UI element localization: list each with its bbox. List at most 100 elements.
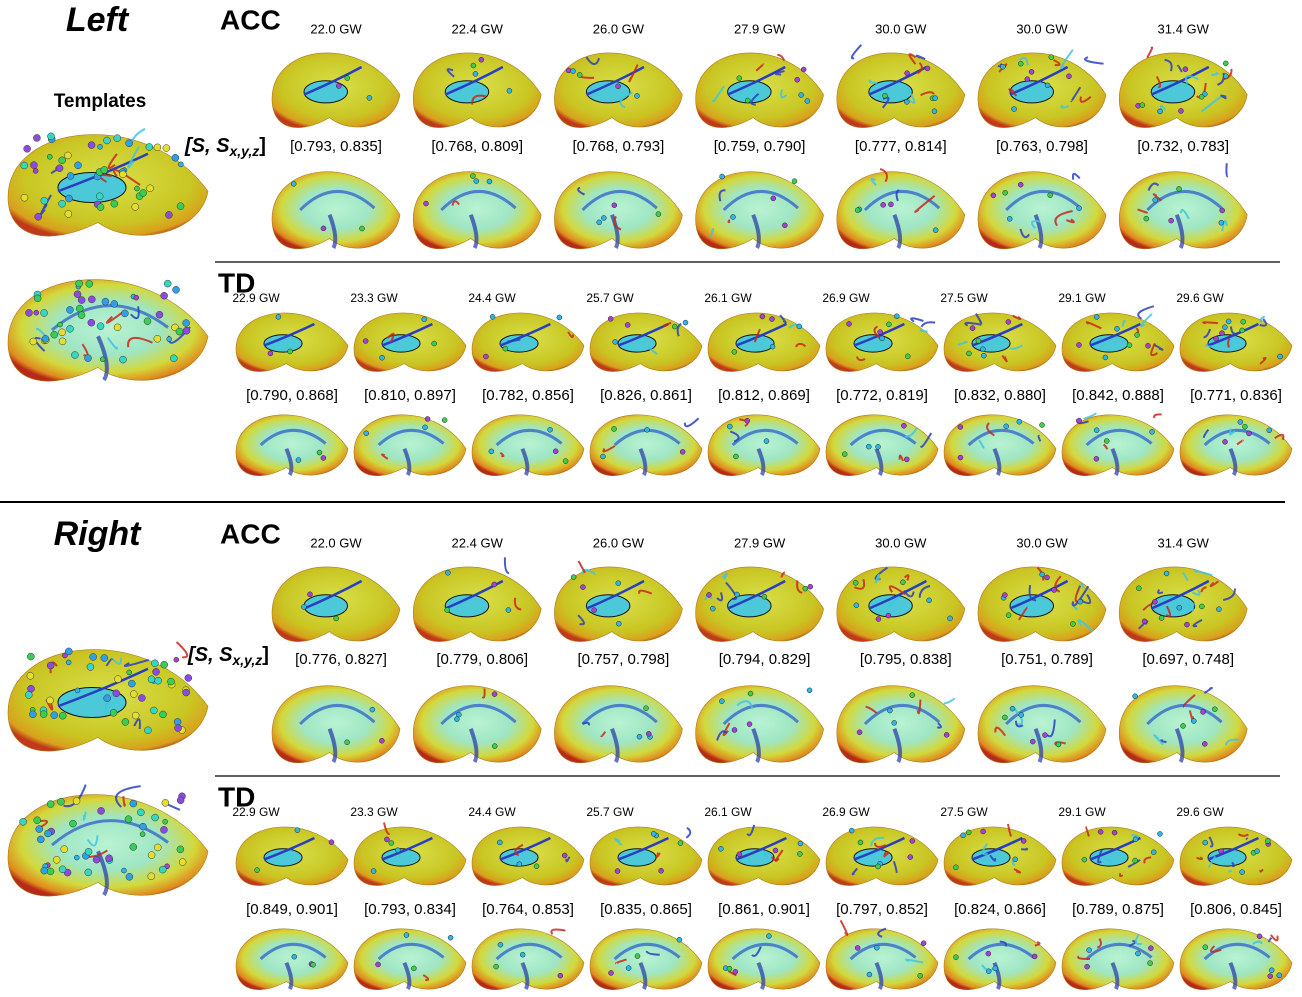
- template-landmark: [86, 280, 93, 287]
- landmark-dot: [601, 215, 606, 220]
- interval-label: [0.835, 0.865]: [600, 901, 692, 918]
- landmark-dot: [874, 945, 879, 950]
- age-label: 22.4 GW: [452, 535, 504, 550]
- landmark-dot: [1029, 69, 1034, 74]
- lateral-brain-image: [590, 827, 702, 885]
- landmark-dot: [432, 341, 437, 346]
- age-label: 22.4 GW: [452, 21, 504, 36]
- sulcus: [551, 930, 565, 935]
- landmark-dot: [34, 310, 39, 315]
- landmark-dot: [66, 660, 71, 665]
- landmark-dot: [345, 740, 350, 745]
- template-landmark: [154, 844, 161, 851]
- landmark-dot: [910, 838, 915, 843]
- landmark-dot: [727, 424, 732, 429]
- template-landmark: [179, 859, 186, 866]
- template-landmark: [34, 295, 41, 302]
- template-landmark: [144, 318, 151, 325]
- landmark-dot: [425, 416, 430, 421]
- landmark-dot: [905, 354, 910, 359]
- sulcus: [852, 45, 861, 59]
- lateral-brain-image: [708, 825, 820, 886]
- landmark-dot: [1018, 61, 1023, 66]
- landmark-dot: [321, 456, 326, 461]
- landmark-dot: [948, 616, 953, 621]
- landmark-dot: [291, 181, 296, 186]
- landmark-dot: [659, 868, 664, 873]
- interval-label: [0.697, 0.748]: [1142, 651, 1234, 668]
- template-landmark: [130, 800, 137, 807]
- landmark-dot: [1219, 220, 1224, 225]
- landmark-dot: [766, 934, 771, 939]
- landmark-dot: [345, 76, 350, 81]
- landmark-dot: [747, 722, 752, 727]
- landmark-dot: [1030, 739, 1035, 744]
- landmark-dot: [497, 840, 502, 845]
- template-landmark: [47, 697, 54, 704]
- landmark-dot: [255, 868, 260, 873]
- landmark-dot: [1052, 588, 1057, 593]
- template-landmark: [153, 668, 160, 675]
- template-landmark: [161, 292, 168, 299]
- landmark-dot: [771, 196, 776, 201]
- landmark-dot: [733, 969, 738, 974]
- landmark-dot: [876, 444, 881, 449]
- landmark-dot: [317, 450, 322, 455]
- lateral-brain-image: [236, 827, 348, 885]
- template-landmark: [76, 305, 83, 312]
- landmark-dot: [492, 582, 497, 587]
- sulcus: [1228, 871, 1231, 872]
- landmark-dot: [448, 935, 453, 940]
- landmark-dot: [908, 855, 913, 860]
- age-label: 26.9 GW: [822, 291, 870, 305]
- medial-brain-image: [1062, 929, 1174, 990]
- landmark-dot: [953, 955, 958, 960]
- landmark-dot: [134, 186, 139, 191]
- landmark-dot: [672, 324, 677, 329]
- landmark-dot: [933, 228, 938, 233]
- landmark-dot: [47, 154, 52, 159]
- sulcus: [944, 698, 955, 703]
- landmark-dot: [404, 933, 409, 938]
- landmark-dot: [953, 865, 958, 870]
- landmark-dot: [1150, 429, 1155, 434]
- template-landmark: [163, 145, 170, 152]
- landmark-dot: [1004, 424, 1009, 429]
- landmark-dot: [634, 93, 639, 98]
- template-landmark: [47, 662, 54, 669]
- landmark-dot: [976, 338, 981, 343]
- landmark-dot: [1140, 103, 1145, 108]
- lateral-brain-image: [472, 827, 584, 885]
- landmark-dot: [986, 969, 991, 974]
- landmark-dot: [33, 168, 38, 173]
- landmark-dot: [773, 848, 778, 853]
- landmark-dot: [367, 95, 372, 100]
- lateral-brain-image: [472, 313, 584, 371]
- template-landmark: [21, 162, 28, 169]
- landmark-dot: [445, 570, 450, 575]
- template-landmark: [173, 286, 180, 293]
- landmark-dot: [100, 357, 105, 362]
- landmark-dot: [1103, 355, 1108, 360]
- landmark-dot: [878, 330, 883, 335]
- landmark-dot: [174, 657, 179, 662]
- medial-brain-image: [708, 415, 820, 476]
- template-landmark: [59, 712, 66, 719]
- landmark-dot: [424, 201, 429, 206]
- landmark-dot: [797, 851, 802, 856]
- landmark-dot: [905, 71, 910, 76]
- landmark-dot: [803, 586, 808, 591]
- template-landmark: [27, 653, 34, 660]
- landmark-dot: [1094, 428, 1099, 433]
- landmark-dot: [879, 336, 884, 341]
- landmark-dot: [423, 425, 428, 430]
- landmark-dot: [958, 455, 963, 460]
- landmark-dot: [1082, 857, 1087, 862]
- template-landmark: [78, 297, 85, 304]
- sulcus: [505, 557, 509, 573]
- age-label: 26.0 GW: [593, 21, 645, 36]
- medial-brain-image: [472, 415, 584, 476]
- template-landmark: [24, 145, 31, 152]
- landmark-dot: [1214, 336, 1219, 341]
- template-landmark: [85, 869, 92, 876]
